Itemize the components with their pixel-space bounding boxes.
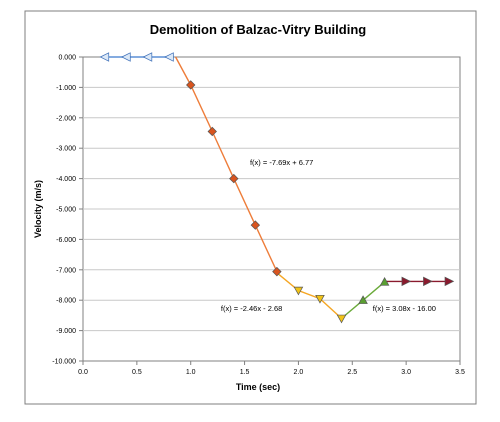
y-axis-label: Velocity (m/s) xyxy=(33,180,43,238)
y-tick-label: -6.000 xyxy=(56,237,76,244)
y-tick-label: -1.000 xyxy=(56,85,76,92)
data-point xyxy=(121,52,131,62)
data-point xyxy=(358,295,368,304)
y-tick-label: -4.000 xyxy=(56,176,76,183)
data-point xyxy=(99,52,110,62)
gridlines xyxy=(83,86,460,332)
y-tick-label: -2.000 xyxy=(56,115,76,122)
y-tick-label: -3.000 xyxy=(56,146,76,153)
data-point xyxy=(315,294,325,304)
data-point xyxy=(293,286,304,296)
x-tick-label: 1.0 xyxy=(186,369,196,376)
annotations: f(x) = -7.69x + 6.77 f(x) = -2.46x - 2.68… xyxy=(221,158,436,313)
x-tick-label: 1.5 xyxy=(240,369,250,376)
y-tick-label: -5.000 xyxy=(56,207,76,214)
data-point xyxy=(186,80,196,90)
data-point xyxy=(272,266,282,277)
y-tick-label: -7.000 xyxy=(56,267,76,274)
y-axis-ticks: 0.000 -1.000 -2.000 -3.000 -4.000 -5.000 -6.00… xyxy=(52,55,83,366)
data-point xyxy=(444,276,455,287)
x-axis-ticks: 0.0 0.5 1.0 1.5 2.0 2.5 3.0 3.5 xyxy=(78,361,465,376)
x-axis-label: Time (sec) xyxy=(236,382,280,392)
data-point xyxy=(336,314,347,324)
x-tick-label: 2.0 xyxy=(294,369,304,376)
trendline-equation: f(x) = 3.08x - 16.00 xyxy=(373,304,436,313)
data-point xyxy=(250,220,261,230)
series-line-2 xyxy=(174,56,278,272)
x-tick-label: 3.0 xyxy=(401,369,411,376)
x-tick-label: 3.5 xyxy=(455,369,465,376)
data-point xyxy=(142,52,153,62)
series-line-3 xyxy=(276,272,342,319)
x-tick-label: 0.5 xyxy=(132,369,142,376)
data-point xyxy=(229,173,239,184)
y-tick-label: 0.000 xyxy=(58,55,76,62)
series-group xyxy=(99,52,455,324)
trendline-equation: f(x) = -2.46x - 2.68 xyxy=(221,304,282,313)
x-tick-label: 2.5 xyxy=(347,369,357,376)
trendline-equation: f(x) = -7.69x + 6.77 xyxy=(250,158,313,167)
y-tick-label: -8.000 xyxy=(56,298,76,305)
data-point xyxy=(207,126,217,137)
chart-title: Demolition of Balzac-Vitry Building xyxy=(150,22,367,37)
data-point xyxy=(164,52,174,62)
x-tick-label: 0.0 xyxy=(78,369,88,376)
y-tick-label: -10.000 xyxy=(52,359,76,366)
y-tick-label: -9.000 xyxy=(56,328,76,335)
data-point xyxy=(401,276,412,287)
data-point xyxy=(423,276,433,287)
data-point xyxy=(379,277,390,286)
